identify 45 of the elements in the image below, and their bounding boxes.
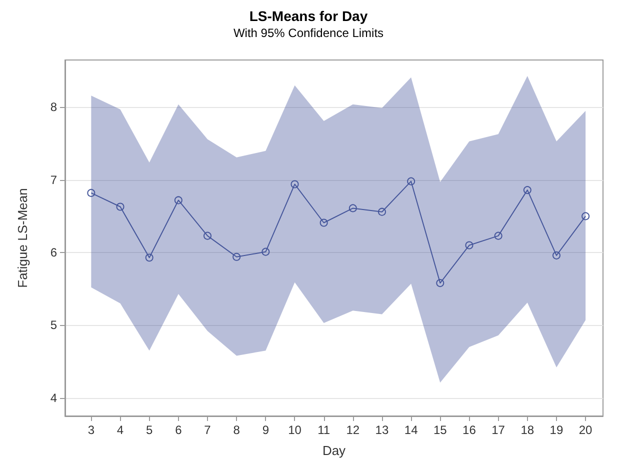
x-tick-label: 8: [233, 423, 240, 437]
x-tick-label: 19: [550, 423, 564, 437]
x-tick-label: 6: [175, 423, 182, 437]
point: [232, 252, 241, 261]
point: [116, 202, 124, 211]
point: [204, 232, 212, 240]
x-tick-label: 15: [433, 423, 448, 437]
y-tick-label: 8: [50, 100, 58, 114]
y-tick-label: 5: [50, 318, 58, 332]
point: [262, 248, 270, 256]
x-tick-label: 10: [288, 423, 302, 437]
point: [145, 254, 154, 262]
x-tick-label: 18: [520, 423, 534, 437]
point: [320, 218, 328, 227]
x-tick-label: 20: [578, 423, 593, 437]
x-axis-title: Day: [322, 443, 346, 458]
point: [494, 232, 502, 240]
point: [174, 196, 182, 204]
x-tick-label: 4: [116, 423, 124, 437]
y-axis-title: Fatigue LS-Mean: [15, 188, 30, 288]
point: [407, 177, 416, 186]
point: [465, 241, 474, 250]
y-tick-label: 7: [50, 172, 58, 187]
x-tick-label: 17: [492, 423, 506, 437]
chart-subtitle: With 95% Confidence Limits: [233, 26, 384, 40]
x-tick-label: 3: [88, 423, 95, 437]
y-tick-label: 6: [50, 246, 58, 260]
x-tick-label: 12: [346, 423, 360, 437]
point: [436, 279, 444, 288]
point: [523, 186, 532, 194]
point: [582, 212, 590, 220]
point: [378, 208, 386, 216]
x-tick-label: 9: [262, 423, 270, 437]
x-tick-label: 5: [146, 423, 153, 437]
chart-title: LS-Means for Day: [249, 8, 368, 24]
point: [552, 251, 560, 260]
x-tick-label: 16: [462, 423, 476, 437]
x-tick-label: 14: [404, 423, 418, 437]
x-tick-label: 11: [318, 423, 330, 437]
point: [87, 188, 96, 197]
y-tick-label: 4: [50, 390, 58, 405]
x-tick-label: 7: [204, 423, 212, 437]
point: [290, 180, 299, 188]
x-tick-label: 13: [375, 423, 389, 437]
point: [348, 204, 357, 212]
